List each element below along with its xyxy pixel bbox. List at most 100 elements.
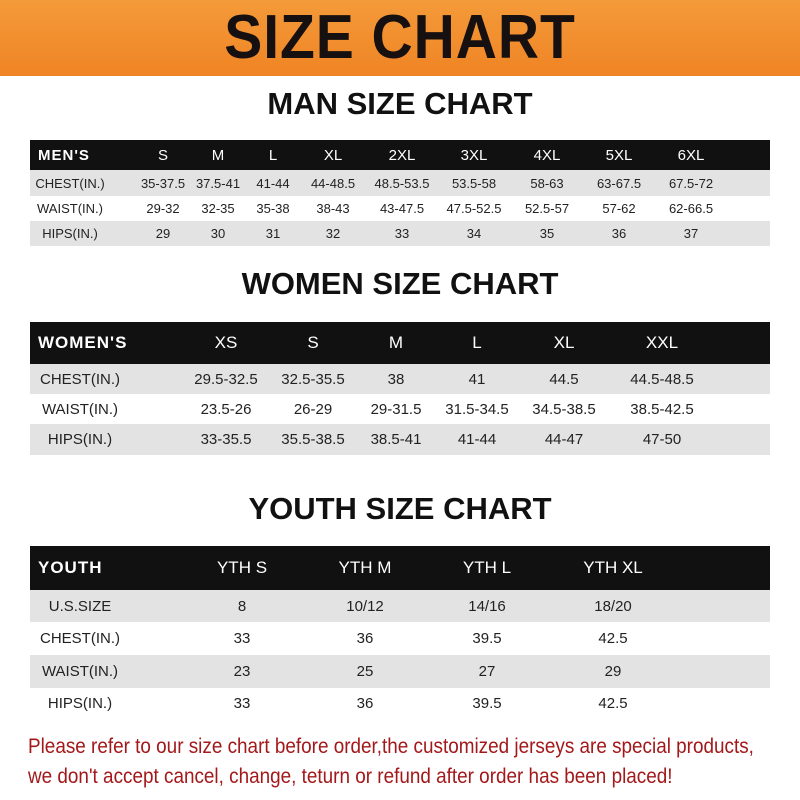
size-header: XL xyxy=(553,333,575,352)
size-value: 25 xyxy=(356,663,374,680)
size-value: 18/20 xyxy=(594,597,632,615)
youth-table-row: WAIST(IN.) 23 25 27 29 xyxy=(30,655,770,688)
size-header: XS xyxy=(214,333,238,352)
size-header: 4XL xyxy=(533,146,561,164)
youth-section-title: YOUTH SIZE CHART xyxy=(248,491,552,526)
size-value: 27 xyxy=(478,663,496,680)
measure-label: HIPS(IN.) xyxy=(47,694,113,712)
size-value: 52.5-57 xyxy=(524,201,570,216)
size-value: 43-47.5 xyxy=(379,201,425,216)
size-value: 10/12 xyxy=(346,597,384,615)
disclaimer-line-2: we don't accept cancel, change, teturn o… xyxy=(28,765,673,788)
size-value: 32 xyxy=(325,226,341,241)
size-value: 35-38 xyxy=(256,201,290,216)
youth-table-row: CHEST(IN.) 33 36 39.5 42.5 xyxy=(30,622,770,655)
size-value: 29 xyxy=(604,663,622,680)
size-value: 47-50 xyxy=(642,431,682,448)
size-value: 35-37.5 xyxy=(140,175,186,191)
size-value: 36 xyxy=(611,226,627,241)
size-value: 8 xyxy=(237,597,247,615)
size-header: YTH XL xyxy=(583,558,643,577)
size-value: 53.5-58 xyxy=(451,175,497,191)
size-value: 14/16 xyxy=(468,597,506,615)
size-header: 3XL xyxy=(460,146,488,164)
size-value: 44-47 xyxy=(544,431,584,448)
women-table-row: CHEST(IN.) 29.5-32.5 32.5-35.5 38 41 44.5 44.5… xyxy=(30,364,770,394)
size-value: 38 xyxy=(387,370,405,388)
measure-label: CHEST(IN.) xyxy=(40,630,120,647)
size-value: 41 xyxy=(468,370,486,388)
size-value: 37 xyxy=(683,226,699,241)
size-header: M xyxy=(388,333,404,352)
size-value: 34 xyxy=(466,226,482,241)
size-value: 33-35.5 xyxy=(200,431,252,448)
size-value: 26-29 xyxy=(293,400,333,418)
measure-label: WAIST(IN.) xyxy=(37,201,103,216)
size-value: 42.5 xyxy=(598,630,628,647)
disclaimer-line-1: Please refer to our size chart before or… xyxy=(28,735,754,758)
size-header: M xyxy=(211,146,225,164)
size-value: 38-43 xyxy=(316,201,350,216)
size-value: 31.5-34.5 xyxy=(445,400,509,418)
size-value: 39.5 xyxy=(472,630,502,647)
size-value: 29.5-32.5 xyxy=(194,370,258,388)
size-value: 38.5-42.5 xyxy=(630,400,694,418)
size-value: 48.5-53.5 xyxy=(374,175,430,191)
size-value: 57-62 xyxy=(602,201,636,216)
size-value: 33 xyxy=(233,630,251,647)
table-title-cell: WOMEN'S xyxy=(38,333,128,352)
women-table-row: HIPS(IN.) 33-35.5 35.5-38.5 38.5-41 41-44 44-… xyxy=(30,424,770,455)
size-value: 33 xyxy=(233,694,251,712)
size-header: L xyxy=(472,333,482,352)
size-value: 34.5-38.5 xyxy=(532,400,596,418)
men-table-row: HIPS(IN.) 29 30 31 32 33 34 35 36 37 xyxy=(30,221,770,246)
youth-header-row: YOUTH YTH S YTH M YTH L YTH XL xyxy=(30,546,770,590)
size-value: 29-31.5 xyxy=(370,400,422,418)
men-header-row: MEN'S S M L XL 2XL 3XL 4XL 5XL 6XL xyxy=(30,140,770,170)
size-value: 23 xyxy=(233,663,251,680)
size-value: 63-67.5 xyxy=(596,175,642,191)
size-value: 47.5-52.5 xyxy=(446,201,502,216)
size-value: 30 xyxy=(210,226,226,241)
size-value: 62-66.5 xyxy=(668,201,714,216)
women-section-title: WOMEN SIZE CHART xyxy=(241,266,559,301)
size-value: 44.5 xyxy=(549,370,579,388)
measure-label: WAIST(IN.) xyxy=(41,400,119,418)
youth-table-row: HIPS(IN.) 33 36 39.5 42.5 xyxy=(30,688,770,718)
size-value: 32-35 xyxy=(201,201,235,216)
men-section-title: MAN SIZE CHART xyxy=(267,86,533,121)
measure-label: WAIST(IN.) xyxy=(41,663,119,680)
men-table-row: CHEST(IN.) 35-37.5 37.5-41 41-44 44-48.5 48.5… xyxy=(30,170,770,196)
size-value: 32.5-35.5 xyxy=(281,370,345,388)
measure-label: U.S.SIZE xyxy=(48,597,112,615)
size-header: YTH L xyxy=(462,558,512,577)
size-value: 36 xyxy=(356,694,374,712)
size-value: 31 xyxy=(265,226,281,241)
size-header: S xyxy=(157,146,169,164)
size-value: 35 xyxy=(539,226,555,241)
table-title-cell: MEN'S xyxy=(38,146,90,164)
women-header-row: WOMEN'S XS S M L XL XXL xyxy=(30,322,770,364)
banner-title: SIZE CHART xyxy=(224,3,576,72)
size-header: 6XL xyxy=(677,146,705,164)
size-value: 37.5-41 xyxy=(195,175,241,191)
size-value: 35.5-38.5 xyxy=(281,431,345,448)
size-value: 29 xyxy=(155,226,171,241)
measure-label: CHEST(IN.) xyxy=(40,370,120,388)
banner: SIZE CHART xyxy=(0,0,800,76)
size-header: YTH M xyxy=(338,558,392,577)
size-header: L xyxy=(268,146,278,164)
measure-label: CHEST(IN.) xyxy=(35,175,105,191)
size-header: S xyxy=(307,333,319,352)
size-value: 29-32 xyxy=(146,201,180,216)
size-value: 41-44 xyxy=(457,431,497,448)
table-title-cell: YOUTH xyxy=(38,558,103,577)
size-value: 39.5 xyxy=(472,694,502,712)
size-header: 2XL xyxy=(388,146,416,164)
size-value: 23.5-26 xyxy=(200,400,252,418)
size-value: 41-44 xyxy=(256,175,290,191)
size-value: 58-63 xyxy=(530,175,564,191)
size-value: 67.5-72 xyxy=(668,175,714,191)
women-table-row: WAIST(IN.) 23.5-26 26-29 29-31.5 31.5-34.5 34… xyxy=(30,394,770,424)
size-value: 33 xyxy=(394,226,410,241)
